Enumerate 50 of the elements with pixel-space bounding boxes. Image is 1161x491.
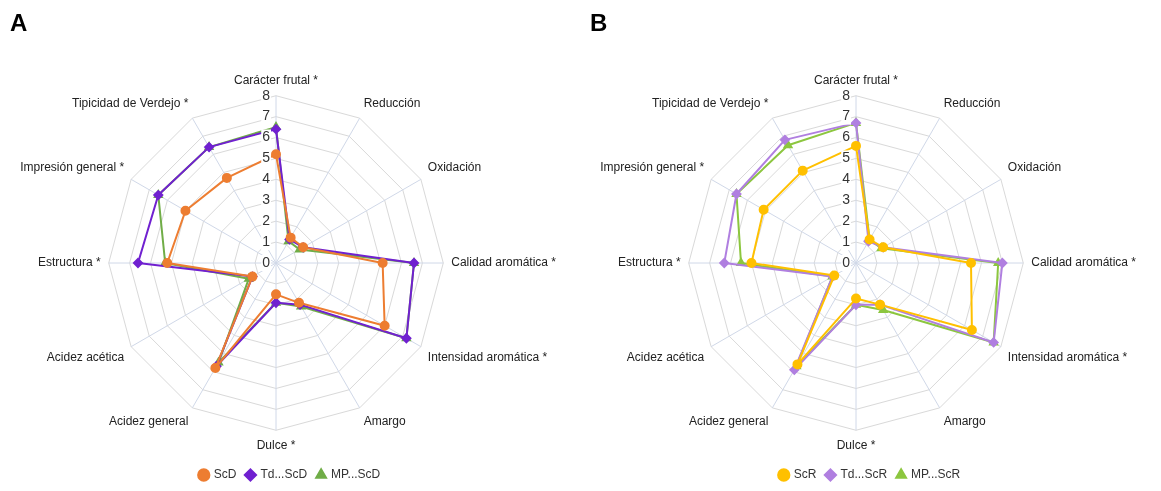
y-tick-label: 1 (842, 232, 851, 249)
y-tick-label: 8 (262, 86, 271, 103)
spoke-label: Carácter frutal * (813, 72, 899, 87)
spoke-label: Acidez general (108, 414, 189, 429)
spoke-label: Oxidación (427, 160, 482, 175)
legend-label: ScR (793, 467, 817, 482)
legend-label: MP...ScR (911, 467, 961, 482)
legend-label: ScD (213, 467, 237, 482)
spoke-label: Intensidad aromática * (1007, 350, 1128, 365)
spoke-label: Oxidación (1007, 160, 1062, 175)
spoke-label: Acidez general (688, 414, 769, 429)
y-tick-label: 5 (262, 149, 271, 166)
spoke-label: Impresión general * (600, 160, 705, 175)
y-tick-label: 8 (842, 86, 851, 103)
spoke-label: Acidez acética (46, 350, 125, 365)
spoke-label: Carácter frutal * (233, 72, 319, 87)
spoke-label: Estructura * (618, 255, 682, 270)
y-tick-label: 3 (842, 191, 851, 208)
spoke-label: Acidez acética (626, 350, 705, 365)
spoke-label: Amargo (943, 414, 986, 429)
y-tick-label: 0 (262, 253, 271, 270)
spoke-label: Reducción (363, 96, 421, 111)
legend-label: MP...ScD (331, 467, 381, 482)
chart-title: A (10, 9, 28, 37)
y-tick-label: 4 (262, 170, 271, 187)
spoke-label: Dulce * (256, 437, 296, 452)
legend-label: Td...ScD (260, 467, 308, 482)
y-tick-label: 2 (842, 212, 851, 229)
y-tick-label: 5 (842, 149, 851, 166)
y-tick-label: 6 (842, 128, 851, 145)
spoke-label: Calidad aromática * (1031, 255, 1137, 270)
spoke-label: Impresión general * (20, 160, 125, 175)
spoke-label: Tipicidad de Verdejo * (652, 96, 769, 111)
spoke-label: Intensidad aromática * (427, 350, 548, 365)
spoke-label: Amargo (363, 414, 406, 429)
legend-label: Td...ScR (840, 467, 888, 482)
spoke-label: Calidad aromática * (451, 255, 557, 270)
y-tick-label: 3 (262, 191, 271, 208)
spoke-label: Tipicidad de Verdejo * (72, 96, 189, 111)
y-tick-label: 7 (262, 107, 271, 124)
spoke-label: Estructura * (38, 255, 102, 270)
y-tick-label: 1 (262, 232, 271, 249)
spoke-label: Dulce * (836, 437, 876, 452)
y-tick-label: 6 (262, 128, 271, 145)
y-tick-label: 2 (262, 212, 271, 229)
chart-title: B (590, 9, 608, 37)
y-tick-label: 7 (842, 107, 851, 124)
y-tick-label: 0 (842, 253, 851, 270)
y-tick-label: 4 (842, 170, 851, 187)
spoke-label: Reducción (943, 96, 1001, 111)
